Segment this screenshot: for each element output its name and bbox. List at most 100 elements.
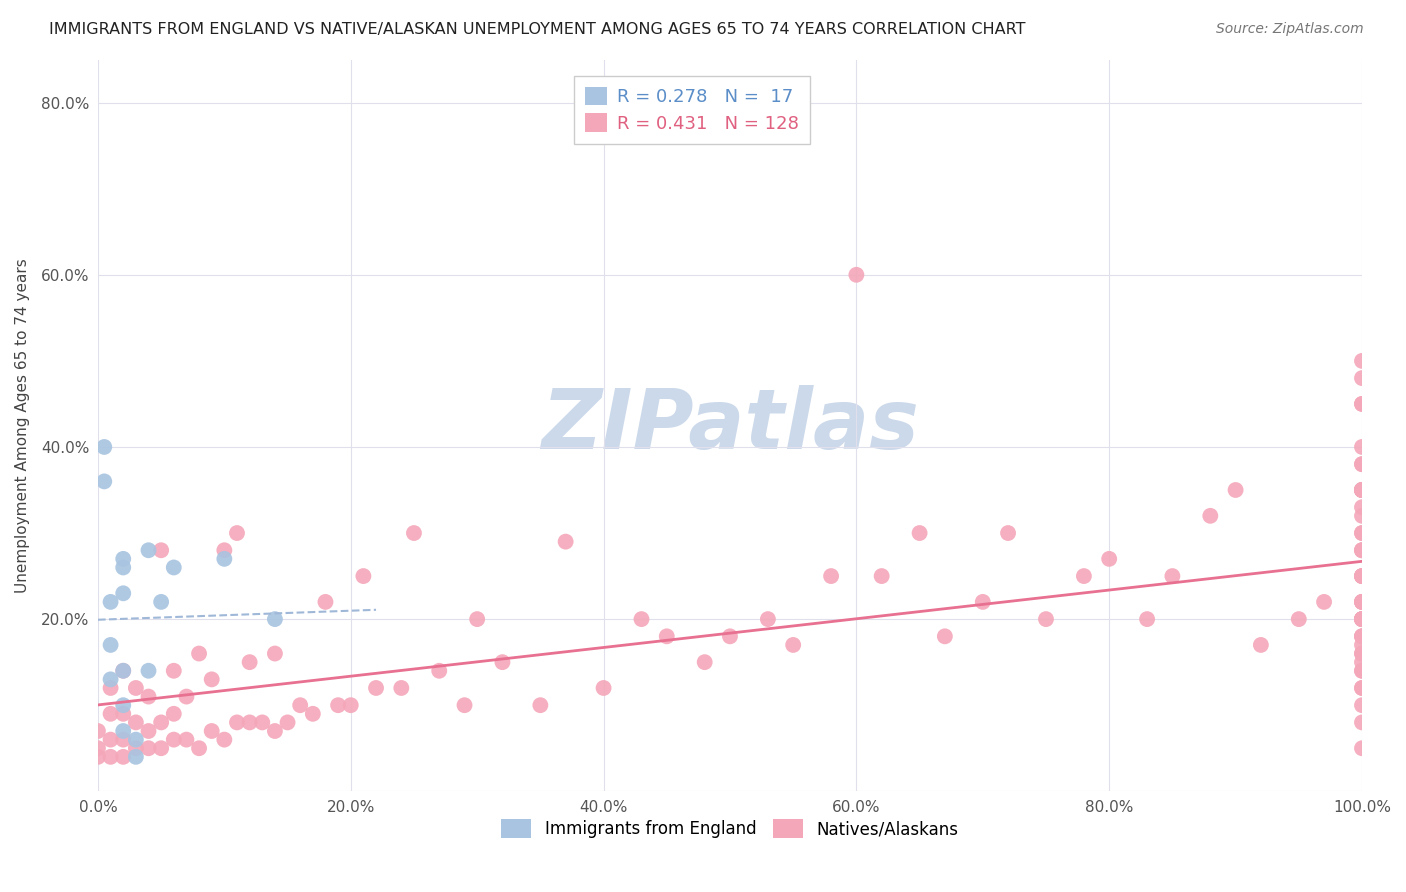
Point [352,569,374,583]
Point [1351,647,1374,661]
Point [314,595,336,609]
Point [163,706,186,721]
Point [112,706,135,721]
Point [1351,715,1374,730]
Point [1351,647,1374,661]
Point [1351,483,1374,497]
Point [1351,629,1374,643]
Point [1351,483,1374,497]
Point [87,741,110,756]
Point [1136,612,1159,626]
Point [1351,569,1374,583]
Point [1351,595,1374,609]
Point [112,698,135,713]
Point [112,560,135,574]
Point [339,698,361,713]
Point [264,647,287,661]
Point [277,715,299,730]
Point [1351,483,1374,497]
Point [1351,483,1374,497]
Point [1351,612,1374,626]
Point [125,732,148,747]
Point [756,612,779,626]
Point [782,638,804,652]
Point [87,749,110,764]
Point [1351,457,1374,471]
Point [112,586,135,600]
Point [326,698,349,713]
Point [163,732,186,747]
Text: IMMIGRANTS FROM ENGLAND VS NATIVE/ALASKAN UNEMPLOYMENT AMONG AGES 65 TO 74 YEARS: IMMIGRANTS FROM ENGLAND VS NATIVE/ALASKA… [49,22,1026,37]
Point [150,543,173,558]
Point [150,595,173,609]
Point [125,741,148,756]
Point [820,569,842,583]
Point [934,629,956,643]
Point [163,560,186,574]
Point [693,655,716,669]
Point [1351,483,1374,497]
Point [1351,612,1374,626]
Point [100,673,122,687]
Point [138,664,160,678]
Point [100,595,122,609]
Point [100,706,122,721]
Point [465,612,488,626]
Point [529,698,551,713]
Point [125,749,148,764]
Point [125,715,148,730]
Point [150,741,173,756]
Point [1351,500,1374,515]
Point [1351,612,1374,626]
Point [972,595,994,609]
Point [163,664,186,678]
Point [1351,397,1374,411]
Point [1351,483,1374,497]
Point [1351,483,1374,497]
Point [1035,612,1057,626]
Point [1351,655,1374,669]
Point [239,655,262,669]
Point [112,664,135,678]
Legend: Immigrants from England, Natives/Alaskans: Immigrants from England, Natives/Alaskan… [495,813,965,845]
Point [630,612,652,626]
Point [201,673,224,687]
Point [491,655,513,669]
Point [1351,664,1374,678]
Point [100,681,122,695]
Point [93,475,115,489]
Point [1351,457,1374,471]
Point [1351,526,1374,541]
Point [301,706,323,721]
Point [1351,741,1374,756]
Point [226,715,249,730]
Point [1351,612,1374,626]
Point [138,741,160,756]
Point [1351,595,1374,609]
Point [1250,638,1272,652]
Point [201,724,224,739]
Point [1351,397,1374,411]
Point [252,715,274,730]
Point [93,440,115,454]
Point [188,647,211,661]
Point [1073,569,1095,583]
Point [1351,569,1374,583]
Point [1351,543,1374,558]
Point [1199,508,1222,523]
Point [176,732,198,747]
Point [100,749,122,764]
Point [1288,612,1310,626]
Point [112,724,135,739]
Point [1313,595,1336,609]
Point [264,612,287,626]
Point [1351,508,1374,523]
Point [125,681,148,695]
Point [138,690,160,704]
Point [1351,526,1374,541]
Point [1351,629,1374,643]
Point [1351,543,1374,558]
Point [1351,681,1374,695]
Point [1351,612,1374,626]
Point [214,543,236,558]
